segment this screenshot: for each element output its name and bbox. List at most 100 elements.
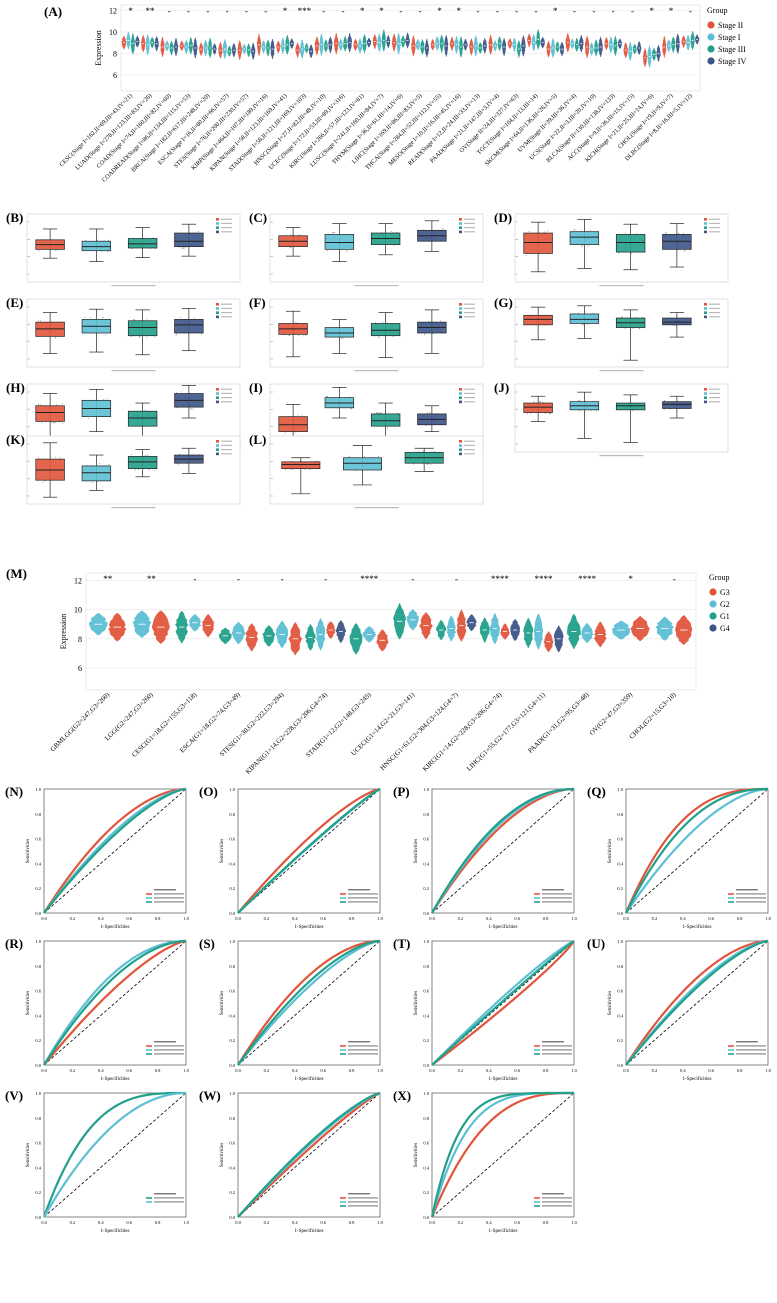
- jitter-point: [395, 231, 397, 233]
- legend-text-mark: [348, 901, 378, 903]
- jitter-point: [89, 317, 91, 319]
- legend-text-mark: [709, 312, 720, 314]
- x-tick-label: 0.8: [543, 1220, 549, 1225]
- jitter-point: [582, 245, 584, 247]
- x-tick-label: 1.0: [571, 916, 577, 921]
- y-tick-label: 0.4: [35, 1165, 41, 1170]
- y-tick-label: 0.8: [423, 1116, 429, 1121]
- box: [35, 405, 65, 422]
- y-tick-label: 0.4: [423, 1165, 429, 1170]
- legend-text-mark: [221, 307, 232, 309]
- legend-entry: G3: [720, 588, 730, 597]
- significance-label: *: [457, 6, 462, 16]
- legend-text-mark: [709, 316, 720, 318]
- significance-label: -: [187, 6, 190, 16]
- diagonal-reference: [431, 1092, 575, 1218]
- legend-swatch: [216, 392, 219, 395]
- category-label: LGG(G2=247,G3=260): [104, 691, 155, 742]
- legend-swatch: [704, 311, 707, 314]
- x-tick-label: 1.0: [571, 1220, 577, 1225]
- significance-label: -: [515, 6, 518, 16]
- legend-text-mark: [736, 901, 766, 903]
- legend-text-mark: [221, 453, 232, 455]
- jitter-point: [176, 407, 178, 409]
- box: [569, 313, 600, 324]
- jitter-point: [40, 320, 42, 322]
- jitter-point: [154, 469, 156, 471]
- x-axis-label: 1-Specificities: [683, 925, 712, 930]
- roc-panel: (N) 0.00.0 0.2 0.2 0.4 0.4 0.6 0.6 0.8 0.8 1.0 1.0 1…: [5, 784, 190, 930]
- jitter-point: [289, 234, 291, 236]
- jitter-point: [92, 481, 94, 483]
- box: [324, 234, 355, 250]
- jitter-point: [675, 325, 677, 327]
- significance-label: ***: [298, 6, 312, 16]
- y-tick-label: 1.0: [617, 939, 623, 944]
- significance-label: -: [592, 6, 595, 16]
- x-tick-label: 0.6: [126, 916, 132, 921]
- x-tick-label: 0.2: [458, 916, 464, 921]
- box-panel: (F): [249, 295, 484, 372]
- jitter-point: [663, 400, 665, 402]
- legend-text-mark: [221, 444, 232, 446]
- legend-swatch: [459, 230, 462, 234]
- x-axis-title-mark: [599, 370, 644, 372]
- panel-m: (M) 12 10 8 6 Expression ** GBMLGG(G2=247,G3=26…: [6, 566, 730, 776]
- jitter-point: [434, 451, 436, 453]
- box: [523, 314, 553, 326]
- x-tick-label: 0.6: [320, 916, 326, 921]
- roc-curve: [237, 788, 381, 914]
- legend-text-mark: [709, 303, 720, 305]
- roc-curve: [625, 939, 769, 1066]
- jitter-point: [62, 422, 64, 424]
- jitter-point: [327, 250, 329, 252]
- significance-label: *: [283, 6, 288, 16]
- panel-label: (B): [6, 210, 23, 225]
- significance-label: -: [322, 6, 325, 16]
- x-tick-label: 0.0: [235, 916, 241, 921]
- x-tick-label: 0.4: [292, 1220, 298, 1225]
- legend-swatch: [459, 315, 462, 319]
- legend-text-mark: [464, 388, 475, 390]
- y-axis-label: Sensitivities: [608, 839, 613, 864]
- jitter-point: [147, 454, 149, 456]
- legend-swatch: [216, 452, 219, 456]
- legend-text-mark: [221, 218, 232, 220]
- box: [174, 319, 204, 334]
- x-tick-label: 0.6: [320, 1220, 326, 1225]
- box-panel: (E): [6, 295, 241, 372]
- legend-text-mark: [542, 901, 572, 903]
- x-tick-label: 0.8: [737, 916, 743, 921]
- legend-text-mark: [736, 1041, 758, 1043]
- x-tick-label: 0.0: [235, 1220, 241, 1225]
- jitter-point: [133, 319, 135, 321]
- legend-swatch: [704, 400, 707, 404]
- jitter-point: [589, 229, 591, 231]
- roc-panel: (X) 0.00.0 0.2 0.2 0.4 0.4 0.6 0.6 0.8 0.8 1.0 1.0 1…: [393, 1088, 578, 1234]
- box-panel: (D): [494, 210, 729, 287]
- x-tick-label: 1.0: [571, 1068, 577, 1073]
- jitter-point: [684, 249, 686, 251]
- jitter-point: [108, 464, 110, 466]
- legend-text-mark: [154, 1197, 184, 1199]
- jitter-point: [375, 322, 377, 324]
- box: [370, 413, 401, 427]
- jitter-point: [290, 247, 292, 249]
- jitter-point: [675, 233, 677, 235]
- jitter-point: [533, 401, 535, 403]
- legend-swatch: [709, 612, 717, 620]
- legend-swatch: [459, 396, 462, 399]
- box: [281, 461, 321, 469]
- x-tick-label: 0.0: [429, 1220, 435, 1225]
- legend-swatch: [707, 21, 715, 29]
- x-tick-label: 0.4: [292, 1068, 298, 1073]
- panel-label: (N): [5, 784, 23, 799]
- y-tick-label: 0.0: [229, 1063, 235, 1068]
- x-tick-label: 0.8: [349, 1220, 355, 1225]
- x-axis-title-mark: [354, 285, 399, 287]
- jitter-point: [289, 247, 291, 249]
- jitter-point: [537, 401, 539, 403]
- y-axis-label: Expression: [94, 30, 103, 66]
- legend-entry: G2: [720, 600, 730, 609]
- jitter-point: [38, 249, 40, 251]
